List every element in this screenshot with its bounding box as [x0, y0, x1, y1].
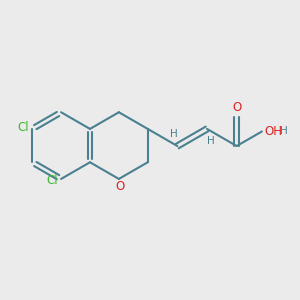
Text: H: H [170, 129, 178, 139]
Text: H: H [207, 136, 214, 146]
Text: O: O [116, 180, 125, 194]
Text: OH: OH [264, 125, 282, 138]
Text: H: H [280, 127, 288, 136]
Text: Cl: Cl [17, 121, 29, 134]
Text: O: O [232, 101, 241, 114]
Text: Cl: Cl [46, 174, 58, 187]
